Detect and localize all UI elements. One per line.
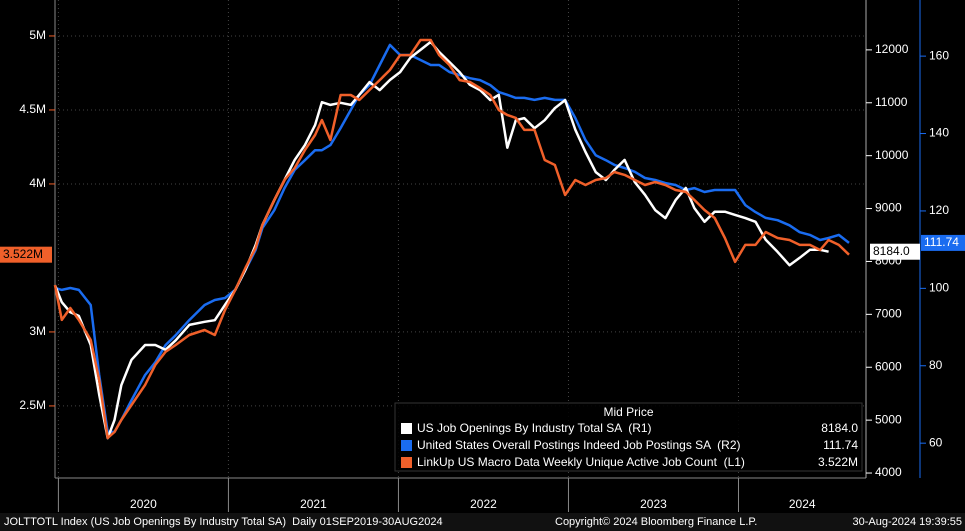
legend-box	[394, 402, 863, 472]
value-tag-label: 111.74	[924, 235, 959, 249]
y-tick-label: 5M	[29, 28, 46, 42]
y3-tick-label: 60	[929, 435, 943, 449]
series-line	[54, 43, 850, 434]
y3-tick-label: 160	[929, 48, 949, 62]
footer-bar	[0, 513, 965, 531]
y2-tick-label: 9000	[875, 201, 902, 215]
legend-label: US Job Openings By Industry Total SA (R1…	[417, 421, 652, 435]
y3-tick-label: 120	[929, 203, 949, 217]
x-tick-label: 2023	[640, 497, 667, 511]
legend-swatch	[401, 440, 412, 451]
footer-center: Copyright© 2024 Bloomberg Finance L.P.	[555, 516, 757, 528]
value-tag	[921, 234, 965, 251]
legend-label: LinkUp US Macro Data Weekly Unique Activ…	[417, 455, 745, 469]
value-tag-label: 8184.0	[873, 244, 910, 258]
y2-tick-label: 10000	[875, 148, 909, 162]
footer-left: JOLTTOTL Index (US Job Openings By Indus…	[4, 516, 443, 528]
y-tick-label: 4.5M	[19, 102, 46, 116]
legend-value: 111.74	[823, 438, 858, 452]
value-tag	[870, 243, 920, 260]
y2-tick-label: 6000	[875, 359, 902, 373]
y2-tick-label: 5000	[875, 412, 902, 426]
legend-label: United States Overall Postings Indeed Jo…	[417, 438, 741, 452]
y3-tick-label: 140	[929, 126, 949, 140]
legend-title: Mid Price	[603, 405, 653, 419]
legend-value: 8184.0	[821, 421, 858, 435]
y2-tick-label: 4000	[875, 465, 902, 479]
x-tick-label: 2021	[300, 497, 327, 511]
x-tick-label: 2024	[789, 497, 816, 511]
series-line	[53, 40, 829, 440]
y3-tick-label: 80	[929, 358, 943, 372]
y2-tick-label: 11000	[875, 95, 908, 109]
y-tick-label: 3M	[29, 324, 46, 338]
value-tag	[0, 246, 52, 263]
legend-swatch	[401, 423, 412, 434]
y-tick-label: 4M	[29, 176, 46, 190]
y-tick-label: 2.5M	[19, 398, 46, 412]
footer-right: 30-Aug-2024 19:39:55	[853, 516, 962, 528]
y3-tick-label: 100	[929, 281, 949, 295]
value-tag-label: 3.522M	[3, 247, 43, 261]
x-tick-label: 2020	[130, 497, 157, 511]
y2-tick-label: 7000	[875, 307, 902, 321]
legend-value: 3.522M	[818, 455, 858, 469]
legend-swatch	[401, 457, 412, 468]
series-line	[53, 38, 850, 440]
x-tick-label: 2022	[470, 497, 497, 511]
y2-tick-label: 12000	[875, 42, 909, 56]
